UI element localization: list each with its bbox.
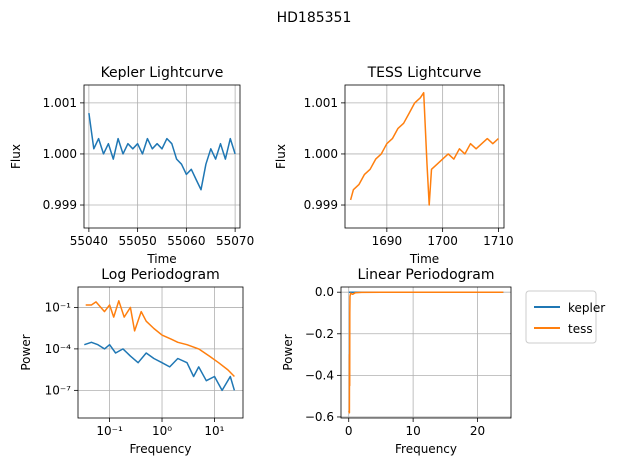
x-tick-label: 10¹ xyxy=(204,424,224,438)
subplot-title: Linear Periodogram xyxy=(357,267,494,283)
y-tick-label: 0.999 xyxy=(304,198,338,212)
axes-frame xyxy=(344,84,505,229)
legend-frame xyxy=(525,290,597,344)
series-line-tess xyxy=(348,291,504,414)
y-tick-label: 1.000 xyxy=(304,147,338,161)
axes-frame xyxy=(77,286,244,419)
x-axis-label: Frequency xyxy=(395,442,457,456)
y-tick-label: −0.2 xyxy=(305,327,334,341)
x-tick-label: 10⁻¹ xyxy=(96,424,123,438)
y-tick-label: 10⁻¹ xyxy=(45,300,72,314)
subplot-1: 55040 55050 55060 55070 0.999 1.000 1.001 Keple… xyxy=(9,65,254,266)
series-line-tess xyxy=(349,91,499,206)
y-tick-label: 0.999 xyxy=(43,198,77,212)
x-tick-label: 55050 xyxy=(119,234,157,248)
x-tick-label: 10⁰ xyxy=(152,424,172,438)
subplot-3: 10⁻¹ 10⁰ 10¹ 10⁻⁷ 10⁻⁴ 10⁻¹ Log Periodogram Fre… xyxy=(19,267,244,456)
x-tick-label: 55060 xyxy=(167,234,205,248)
y-tick-label: 1.000 xyxy=(43,147,77,161)
x-tick-label: 10 xyxy=(405,424,420,438)
subplot-2: 1690 1700 1710 0.999 1.000 1.001 TESS Lightcur… xyxy=(274,65,514,266)
y-axis-label: Flux xyxy=(274,144,288,169)
y-tick-label: −0.4 xyxy=(305,368,334,382)
legend-kepler-label: kepler xyxy=(568,301,605,315)
subplot-title: TESS Lightcurve xyxy=(367,65,482,81)
y-axis-label: Flux xyxy=(9,144,23,169)
axes-frame xyxy=(340,286,512,419)
y-axis-label: Power xyxy=(281,334,295,370)
x-tick-label: 1700 xyxy=(427,234,458,248)
subplot-title: Log Periodogram xyxy=(101,267,220,283)
subplots: 55040 55050 55060 55070 0.999 1.000 1.001 Keple… xyxy=(9,65,514,456)
series-line-tess xyxy=(85,300,235,378)
y-tick-label: 0.0 xyxy=(315,285,334,299)
x-tick-label: 1690 xyxy=(372,234,403,248)
axes-frame xyxy=(83,84,241,229)
legend: kepler tess xyxy=(525,290,605,344)
x-tick-label: 0 xyxy=(345,424,353,438)
x-tick-label: 20 xyxy=(470,424,485,438)
legend-tess-label: tess xyxy=(568,322,593,336)
x-axis-label: Time xyxy=(409,252,439,266)
x-tick-label: 55040 xyxy=(70,234,108,248)
y-axis-label: Power xyxy=(19,334,33,370)
y-tick-label: −0.6 xyxy=(305,410,334,424)
y-tick-label: 1.001 xyxy=(43,96,77,110)
x-tick-label: 1710 xyxy=(483,234,514,248)
figure-title: HD185351 xyxy=(277,10,352,26)
x-tick-label: 55070 xyxy=(216,234,254,248)
subplot-title: Kepler Lightcurve xyxy=(101,65,224,81)
x-axis-label: Frequency xyxy=(130,442,192,456)
y-tick-label: 1.001 xyxy=(304,96,338,110)
y-tick-label: 10⁻⁴ xyxy=(45,342,72,356)
subplot-4: 0 10 20 0.0 −0.2 −0.4 −0.6 Linear Periodogram Fr… xyxy=(281,267,512,456)
series-line-kepler xyxy=(88,112,236,191)
x-axis-label: Time xyxy=(146,252,176,266)
series-line-kepler xyxy=(84,341,236,392)
y-tick-label: 10⁻⁷ xyxy=(45,383,72,397)
